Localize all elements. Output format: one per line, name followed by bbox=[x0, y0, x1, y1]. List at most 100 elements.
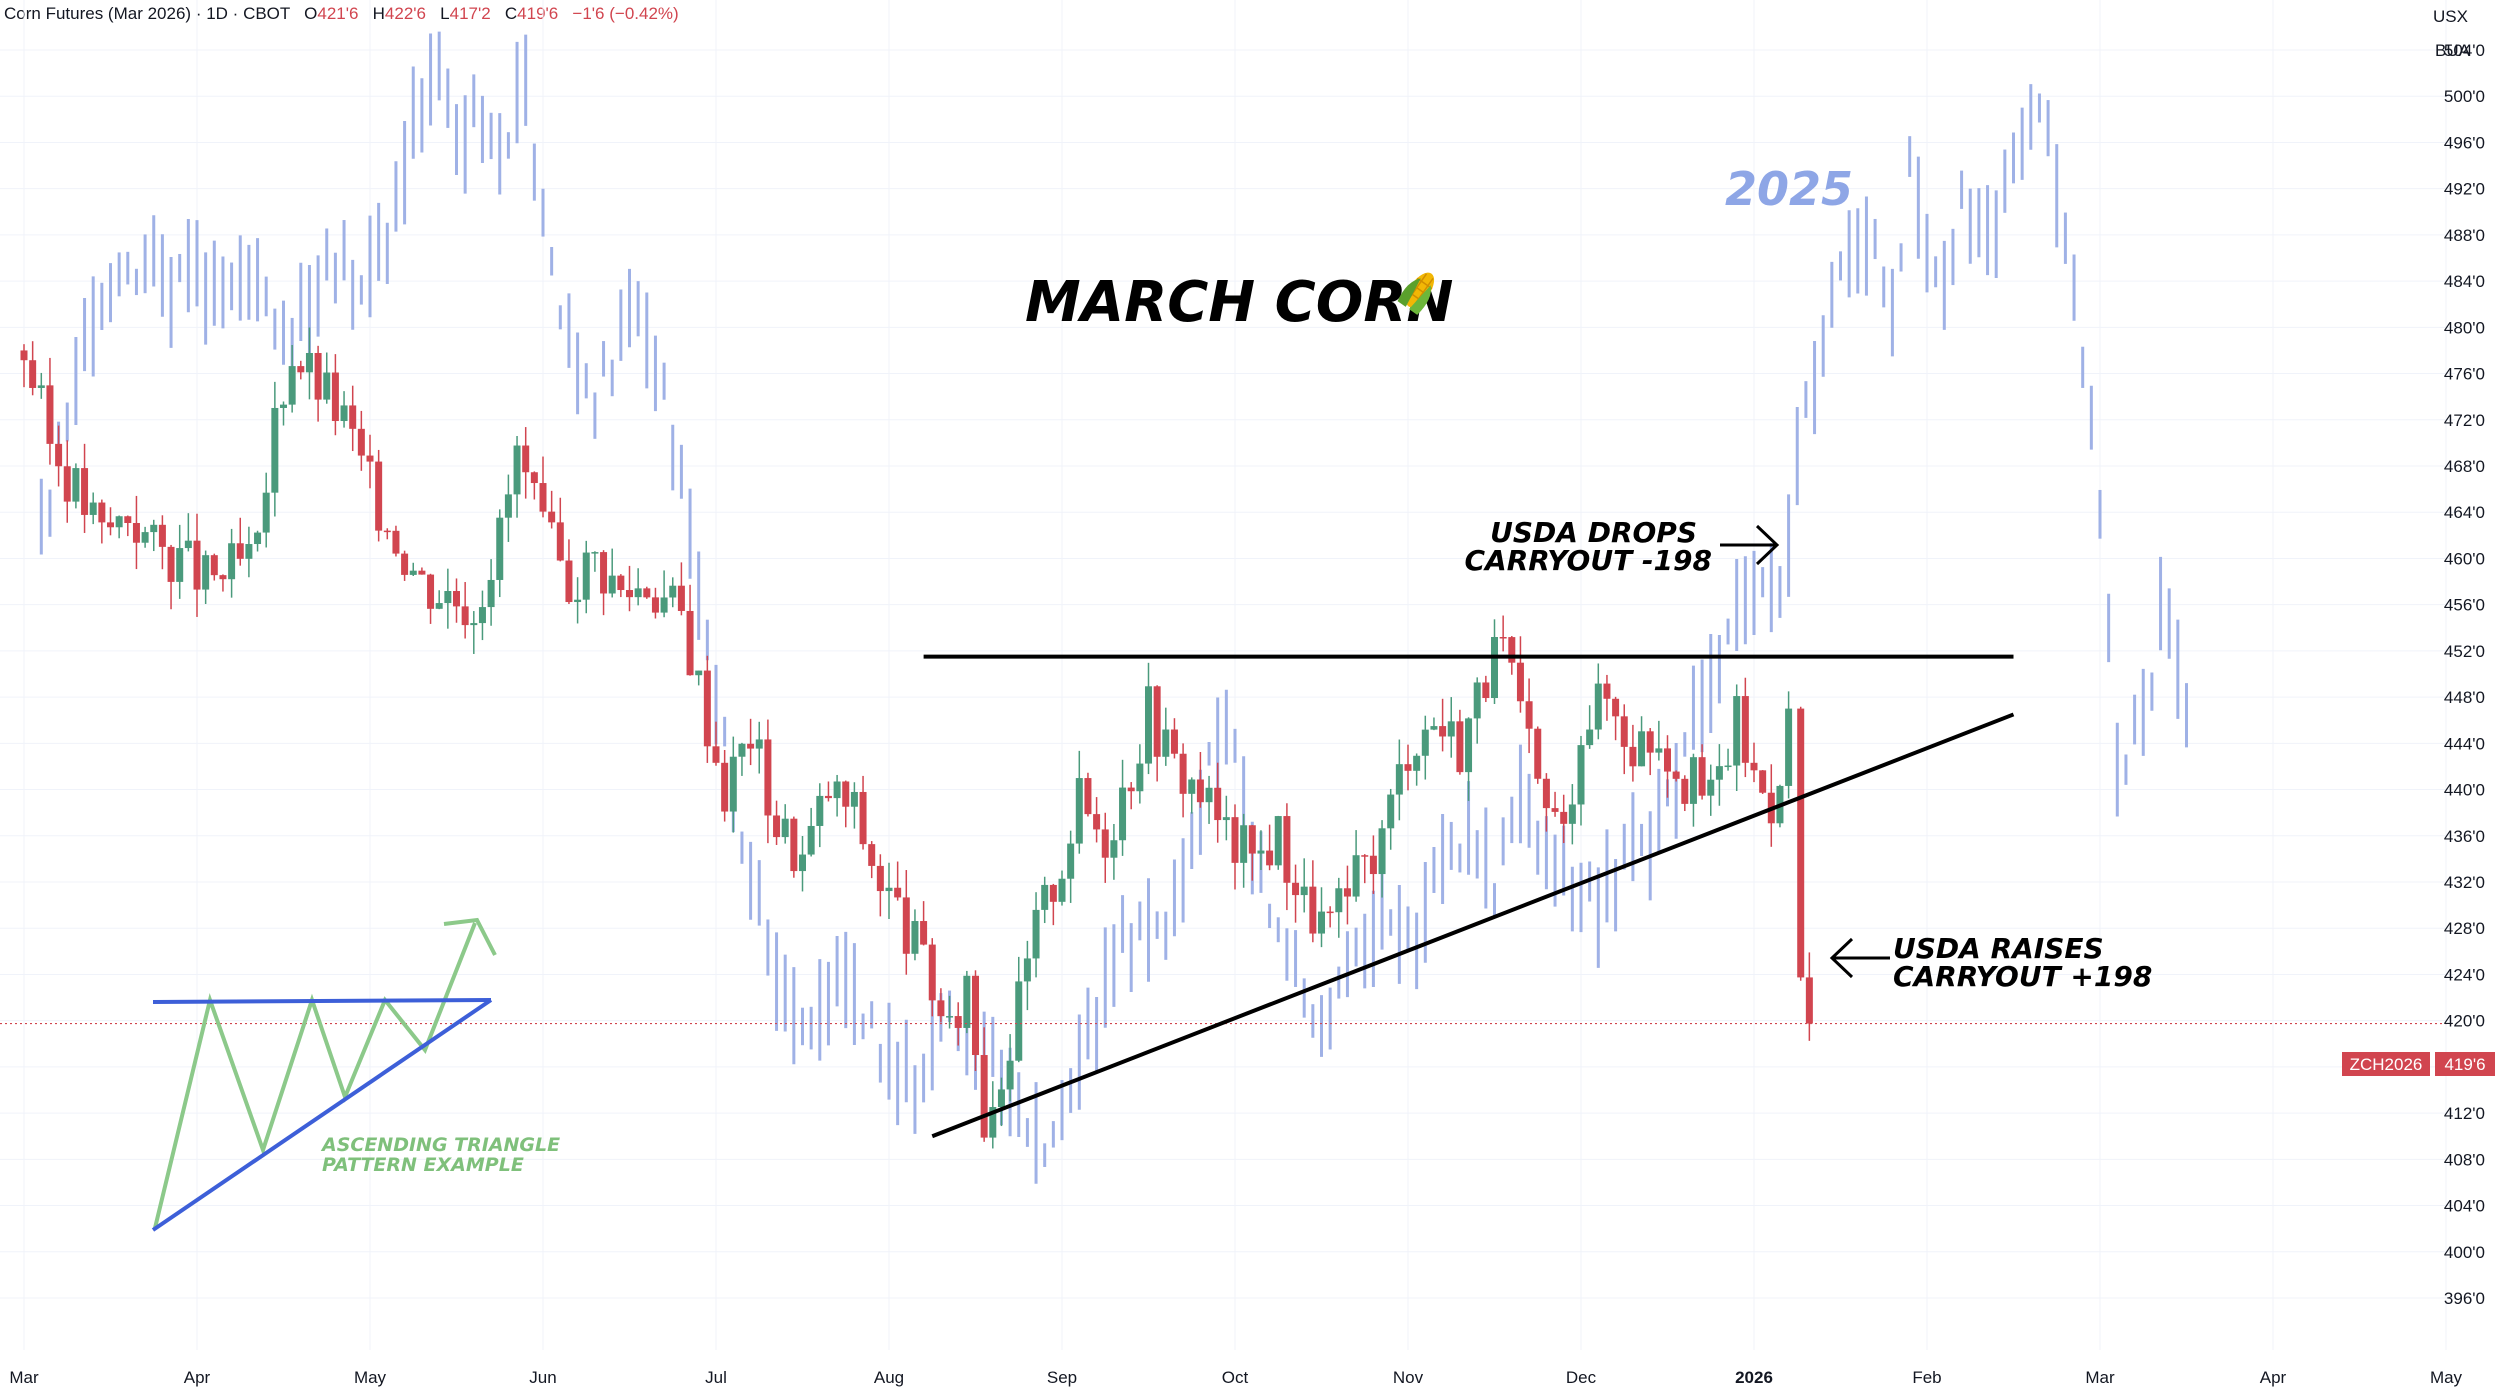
candle bbox=[1300, 858, 1308, 913]
time-tick-label: Mar bbox=[2085, 1368, 2115, 1387]
time-tick-label: Feb bbox=[1912, 1368, 1941, 1387]
open-key: O bbox=[304, 4, 318, 23]
candle bbox=[556, 497, 564, 562]
candle-body bbox=[340, 405, 348, 422]
exchange-label: CBOT bbox=[243, 4, 290, 23]
candle-body bbox=[1257, 850, 1265, 854]
candle-body bbox=[1023, 958, 1031, 982]
time-tick-label: May bbox=[2430, 1368, 2463, 1387]
candle-body bbox=[357, 428, 365, 456]
candle bbox=[1352, 830, 1360, 902]
candle bbox=[1127, 782, 1135, 810]
candle bbox=[1672, 770, 1680, 782]
candle-body bbox=[1733, 696, 1741, 766]
pattern-arrowhead bbox=[443, 917, 497, 956]
candle-body bbox=[1542, 778, 1550, 809]
candle bbox=[928, 938, 936, 1017]
candle bbox=[530, 471, 538, 500]
candle bbox=[340, 391, 348, 428]
candle bbox=[1456, 709, 1464, 775]
candle bbox=[280, 401, 287, 426]
candle bbox=[1404, 744, 1412, 791]
candle bbox=[158, 515, 166, 570]
candle bbox=[392, 525, 400, 557]
candle-body bbox=[1395, 764, 1403, 795]
high-value: 422'6 bbox=[384, 4, 426, 23]
candle-body bbox=[1797, 708, 1805, 978]
price-axis-currency: USX bbox=[2433, 7, 2468, 26]
candle-body bbox=[1805, 977, 1813, 1024]
candle bbox=[1724, 748, 1732, 771]
candle bbox=[366, 434, 374, 489]
candle-body bbox=[132, 522, 140, 543]
candle-body bbox=[669, 585, 677, 598]
candle-body bbox=[660, 597, 668, 613]
candle-body bbox=[712, 746, 720, 763]
price-tick-label: 504'0 bbox=[2444, 41, 2485, 60]
candle-body bbox=[1681, 778, 1689, 804]
support-line[interactable] bbox=[931, 712, 2015, 1139]
candle bbox=[565, 539, 573, 604]
candle bbox=[453, 578, 460, 623]
candle-body bbox=[1369, 855, 1377, 875]
candle-body bbox=[167, 546, 175, 582]
candle-body bbox=[228, 543, 236, 580]
candle-body bbox=[920, 921, 928, 945]
candle bbox=[1309, 860, 1317, 943]
candle bbox=[1041, 876, 1049, 924]
time-tick-label: Apr bbox=[184, 1368, 211, 1387]
candle-body bbox=[816, 795, 824, 826]
candle bbox=[902, 870, 910, 975]
candle bbox=[1222, 795, 1230, 841]
candle bbox=[305, 327, 313, 400]
candle bbox=[1369, 835, 1377, 894]
time-tick-label: Apr bbox=[2260, 1368, 2287, 1387]
candle bbox=[1612, 696, 1620, 741]
candle bbox=[1188, 777, 1196, 814]
candle-body bbox=[1032, 909, 1040, 959]
candle bbox=[262, 472, 270, 548]
candle-body bbox=[600, 552, 608, 594]
candle bbox=[1629, 724, 1637, 782]
candle bbox=[539, 456, 547, 518]
candle bbox=[626, 565, 633, 612]
time-tick-label: May bbox=[354, 1368, 387, 1387]
candle bbox=[1067, 830, 1075, 903]
price-tick-label: 440'0 bbox=[2444, 781, 2485, 800]
candle-body bbox=[1067, 843, 1075, 879]
candle bbox=[150, 519, 158, 552]
candle-body bbox=[530, 472, 538, 484]
price-axis[interactable]: USX BUA 396'0400'0404'0408'0412'0416'042… bbox=[2433, 7, 2485, 1308]
candle-body bbox=[1387, 794, 1395, 829]
candle bbox=[81, 443, 89, 533]
candle-body bbox=[1456, 721, 1464, 773]
candle-body bbox=[1689, 757, 1697, 804]
candle bbox=[323, 352, 331, 404]
close-value: 419'6 bbox=[517, 4, 559, 23]
instrument-name: Corn Futures (Mar 2026) bbox=[4, 4, 192, 23]
candle bbox=[1603, 674, 1611, 721]
candle bbox=[608, 548, 616, 598]
candle-body bbox=[651, 597, 659, 613]
candle bbox=[29, 341, 37, 396]
candle bbox=[1542, 773, 1550, 832]
candle-body bbox=[1196, 779, 1204, 803]
candle-body bbox=[366, 455, 374, 462]
candle-body bbox=[375, 461, 383, 531]
candle bbox=[1491, 619, 1498, 704]
candle bbox=[1032, 892, 1040, 978]
candle bbox=[591, 551, 599, 572]
time-axis[interactable]: Mar Apr May Jun Jul Aug Sep Oct Nov Dec 2026 Feb Mar… bbox=[9, 1368, 2462, 1387]
candle-body bbox=[1049, 884, 1057, 902]
time-tick-label: Nov bbox=[1393, 1368, 1424, 1387]
candle-body bbox=[202, 555, 210, 590]
candle bbox=[799, 836, 806, 892]
last-price-tags: ZCH2026 419'6 bbox=[2342, 1052, 2495, 1076]
candle-body bbox=[401, 553, 409, 575]
candle-body bbox=[1231, 817, 1239, 863]
candle bbox=[504, 474, 512, 542]
candle-body bbox=[773, 815, 781, 838]
candle-body bbox=[193, 540, 201, 590]
candle-body bbox=[1741, 696, 1749, 763]
